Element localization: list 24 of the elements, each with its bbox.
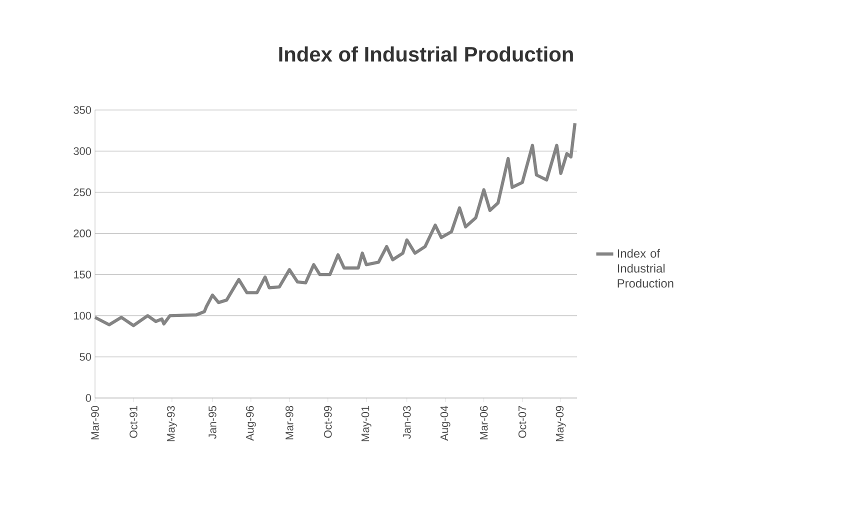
y-tick-label: 250 [74,188,92,196]
y-tick-label: 0 [86,394,92,402]
y-tick-label: 350 [74,106,92,114]
x-tick-label: Jan-03 [403,406,411,439]
y-tick-label: 200 [74,230,92,238]
x-tick-label: Aug-96 [246,406,256,441]
x-tick-label: May-01 [361,406,372,442]
legend-label: Index of Industrial Production [618,248,674,288]
x-tick-label: Oct-99 [324,406,332,438]
y-tick-label: 100 [74,312,92,320]
line-series [93,122,577,328]
y-tick-label: 50 [80,352,92,361]
x-tick-label: Oct-91 [130,406,138,438]
x-tick-label: Oct-07 [518,406,526,438]
y-tick-label: 300 [74,147,92,156]
x-tick-label: Mar-90 [91,406,99,440]
chart-title: Index of Industrial Production [279,46,573,62]
x-tick-label: Aug-04 [440,406,450,441]
x-tick-label: Jan-95 [208,406,216,439]
x-tick-label: May-93 [167,406,177,442]
x-tick-label: Mar-06 [480,406,488,440]
x-tick-label: May-09 [556,406,566,442]
x-tick-label: Mar-98 [286,406,294,440]
y-tick-label: 150 [74,270,92,278]
